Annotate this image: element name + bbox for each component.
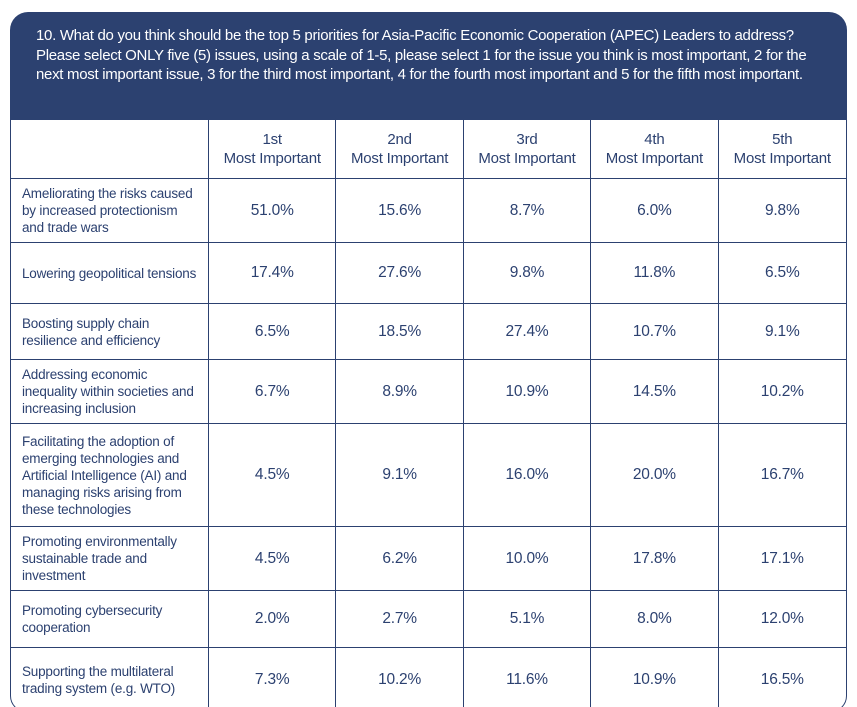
value-cell: 18.5% bbox=[336, 304, 464, 360]
table-row: Addressing economic inequality within so… bbox=[11, 360, 846, 424]
value-cell: 16.7% bbox=[718, 424, 846, 527]
row-label: Lowering geopolitical tensions bbox=[11, 243, 209, 304]
question-header: 10. What do you think should be the top … bbox=[10, 12, 847, 120]
value-cell: 10.2% bbox=[718, 360, 846, 424]
value-cell: 6.5% bbox=[718, 243, 846, 304]
question-text: 10. What do you think should be the top … bbox=[36, 27, 807, 83]
table-row: Lowering geopolitical tensions 17.4% 27.… bbox=[11, 243, 846, 304]
column-header-3rd: 3rd Most Important bbox=[463, 120, 592, 179]
value-cell: 9.8% bbox=[718, 179, 846, 243]
value-cell: 9.8% bbox=[463, 243, 592, 304]
column-rank: 4th bbox=[644, 131, 665, 148]
value-cell: 4.5% bbox=[209, 424, 337, 527]
column-rank: 2nd bbox=[387, 131, 412, 148]
corner-cell bbox=[11, 120, 209, 179]
value-cell: 27.4% bbox=[463, 304, 592, 360]
value-cell: 2.7% bbox=[336, 591, 464, 648]
value-cell: 17.1% bbox=[718, 527, 846, 591]
table-row: Promoting cybersecurity cooperation 2.0%… bbox=[11, 591, 846, 648]
value-cell: 20.0% bbox=[591, 424, 719, 527]
value-cell: 27.6% bbox=[336, 243, 464, 304]
row-label: Promoting environmentally sustainable tr… bbox=[11, 527, 209, 591]
value-cell: 17.8% bbox=[591, 527, 719, 591]
column-header-4th: 4th Most Important bbox=[591, 120, 719, 179]
value-cell: 4.5% bbox=[209, 527, 337, 591]
column-header-2nd: 2nd Most Important bbox=[336, 120, 464, 179]
value-cell: 6.7% bbox=[209, 360, 337, 424]
value-cell: 6.0% bbox=[591, 179, 719, 243]
value-cell: 8.0% bbox=[591, 591, 719, 648]
column-label: Most Important bbox=[733, 150, 831, 167]
row-label: Promoting cybersecurity cooperation bbox=[11, 591, 209, 648]
value-cell: 6.2% bbox=[336, 527, 464, 591]
value-cell: 7.3% bbox=[209, 648, 337, 707]
table-row: Promoting environmentally sustainable tr… bbox=[11, 527, 846, 591]
column-rank: 5th bbox=[772, 131, 793, 148]
value-cell: 11.8% bbox=[591, 243, 719, 304]
table-row: Boosting supply chain resilience and eff… bbox=[11, 304, 846, 360]
value-cell: 11.6% bbox=[464, 648, 592, 707]
value-cell: 8.7% bbox=[463, 179, 592, 243]
value-cell: 17.4% bbox=[209, 243, 337, 304]
value-cell: 6.5% bbox=[209, 304, 337, 360]
row-label: Boosting supply chain resilience and eff… bbox=[11, 304, 209, 360]
column-header-5th: 5th Most Important bbox=[718, 120, 846, 179]
value-cell: 10.9% bbox=[591, 648, 719, 707]
survey-question-card: 10. What do you think should be the top … bbox=[10, 12, 847, 707]
column-label: Most Important bbox=[605, 150, 703, 167]
header-row: 1st Most Important 2nd Most Important 3r… bbox=[11, 120, 846, 179]
value-cell: 8.9% bbox=[336, 360, 464, 424]
value-cell: 14.5% bbox=[591, 360, 719, 424]
value-cell: 10.0% bbox=[463, 527, 592, 591]
value-cell: 10.2% bbox=[336, 648, 464, 707]
row-label: Ameliorating the risks caused by increas… bbox=[11, 179, 209, 243]
column-label: Most Important bbox=[478, 150, 576, 167]
value-cell: 9.1% bbox=[718, 304, 846, 360]
table-row: Facilitating the adoption of emerging te… bbox=[11, 424, 846, 527]
row-label: Facilitating the adoption of emerging te… bbox=[11, 424, 209, 527]
column-rank: 1st bbox=[262, 131, 282, 148]
value-cell: 9.1% bbox=[336, 424, 464, 527]
column-label: Most Important bbox=[223, 150, 321, 167]
value-cell: 10.7% bbox=[591, 304, 719, 360]
column-rank: 3rd bbox=[516, 131, 538, 148]
results-table-wrap: 1st Most Important 2nd Most Important 3r… bbox=[10, 120, 847, 707]
row-label: Addressing economic inequality within so… bbox=[11, 360, 209, 424]
value-cell: 10.9% bbox=[463, 360, 592, 424]
value-cell: 51.0% bbox=[209, 179, 337, 243]
value-cell: 16.0% bbox=[463, 424, 592, 527]
value-cell: 15.6% bbox=[336, 179, 464, 243]
value-cell: 12.0% bbox=[718, 591, 846, 648]
value-cell: 16.5% bbox=[760, 670, 804, 688]
results-table: 1st Most Important 2nd Most Important 3r… bbox=[11, 120, 846, 707]
table-row: Supporting the multilateral trading syst… bbox=[11, 648, 846, 707]
value-cell: 5.1% bbox=[463, 591, 592, 648]
table-row: Ameliorating the risks caused by increas… bbox=[11, 179, 846, 243]
value-cell: 2.0% bbox=[209, 591, 337, 648]
column-header-1st: 1st Most Important bbox=[209, 120, 337, 179]
column-label: Most Important bbox=[350, 150, 449, 167]
row-label: Supporting the multilateral trading syst… bbox=[11, 648, 209, 707]
